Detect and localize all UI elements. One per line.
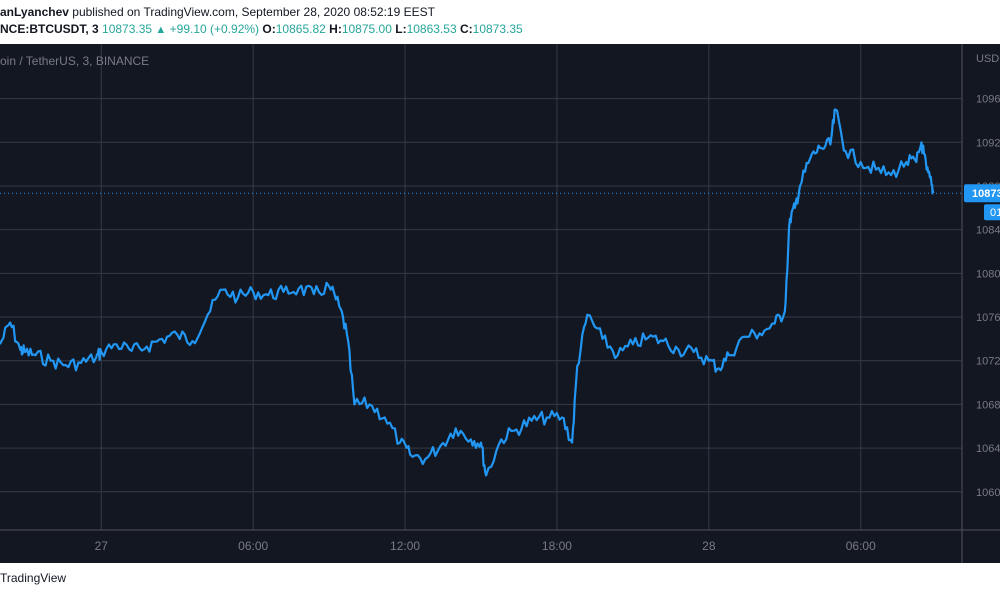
footer: TradingView [0,563,1000,596]
x-tick-label: 12:00 [390,539,420,553]
author-name[interactable]: anLyanchev [0,5,69,19]
price-chart[interactable]: 27 06:00 12:00 18:00 28 06:00 10600 10640 10680 1… [0,44,1000,563]
symbol-legend: oin / TetherUS, 3, BINANCE [0,54,150,68]
currency-label: USD [976,53,999,65]
y-tick-label: 10760 [976,312,1000,324]
y-tick-label: 10960 [976,94,1000,106]
x-tick-label: 06:00 [238,539,268,553]
ohlc-legend: NCE:BTCUSDT, 3 10873.35 ▲ +99.10 (+0.92%… [0,22,523,36]
price-change: +99.10 (+0.92%) [169,22,260,36]
chart-area[interactable]: 27 06:00 12:00 18:00 28 06:00 10600 10640 10680 1… [0,44,1000,563]
price-line [0,108,935,477]
countdown-tag [984,204,1000,221]
close-value: 10873.35 [472,22,523,36]
low-value: 10863.53 [406,22,457,36]
y-tick-label: 10680 [976,399,1000,411]
open-label: O: [262,22,276,36]
y-tick-label: 10640 [976,443,1000,455]
y-tick-label: 10600 [976,487,1000,499]
countdown-label: 01 [990,207,1000,219]
x-tick-label: 28 [702,539,716,553]
x-tick-label: 06:00 [846,539,876,553]
last-price-label: 10873 [972,188,1000,200]
last-price: 10873.35 [102,22,153,36]
open-value: 10865.82 [275,22,326,36]
y-tick-label: 10800 [976,268,1000,280]
up-arrow-icon: ▲ [155,24,167,36]
y-tick-label: 10920 [976,137,1000,149]
high-label: H: [329,22,342,36]
publish-header: anLyanchev published on TradingView.com,… [0,0,1000,44]
tradingview-brand[interactable]: TradingView [0,571,67,585]
x-tick-label: 27 [95,539,109,553]
close-label: C: [459,22,473,36]
low-label: L: [395,22,407,36]
high-value: 10875.00 [341,22,392,36]
publish-info: anLyanchev published on TradingView.com,… [0,5,435,19]
x-tick-label: 18:00 [542,539,572,553]
publish-text: published on TradingView.com, September … [72,5,435,19]
y-tick-label: 10840 [976,225,1000,237]
y-tick-label: 10720 [976,356,1000,368]
symbol-label: NCE:BTCUSDT, 3 [0,22,99,36]
last-price-tag [964,184,1000,203]
